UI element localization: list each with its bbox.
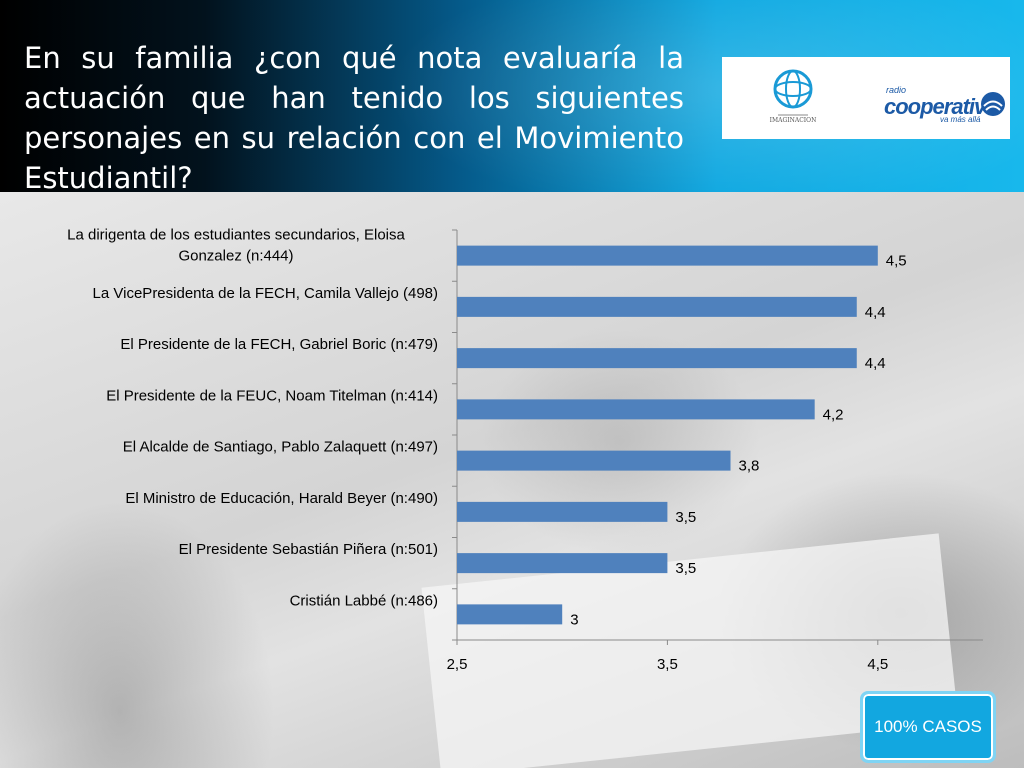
header-band: En su familia ¿con qué nota evaluaría la…: [0, 0, 1024, 192]
bars: [457, 245, 878, 625]
bar: [457, 399, 815, 420]
x-tick-label: 3,5: [657, 656, 678, 673]
bar: [457, 348, 857, 369]
bar-value-label: 3,5: [675, 560, 696, 577]
value-labels: 4,5 4,4 4,4 4,2 3,8 3,5 3,5 3: [570, 253, 906, 629]
logo-panel: IMAGINACION radio cooperativa va más all…: [722, 57, 1010, 139]
x-tick-label: 2,5: [447, 656, 468, 673]
category-label-line: Gonzalez (n:444): [178, 248, 293, 265]
bar: [457, 245, 878, 266]
x-tick-label: 4,5: [867, 656, 888, 673]
bar-value-label: 4,2: [823, 406, 844, 423]
bar-value-label: 4,5: [886, 253, 907, 270]
cooperativa-wave-icon: [981, 92, 1005, 116]
imaginacion-logo-text: IMAGINACION: [769, 117, 817, 124]
category-labels: La dirigenta de los estudiantes secundar…: [67, 227, 438, 610]
category-label: El Presidente de la FEUC, Noam Titelman …: [106, 387, 438, 404]
axes: [452, 229, 983, 645]
x-tick-labels: 2,5 3,5 4,5: [447, 656, 889, 673]
cooperativa-logo-text: cooperativa: [884, 94, 997, 119]
category-label: Cristián Labbé (n:486): [290, 592, 438, 609]
bar: [457, 450, 731, 471]
bar-value-label: 4,4: [865, 355, 886, 372]
bar: [457, 296, 857, 317]
category-label: El Ministro de Educación, Harald Beyer (…: [125, 490, 438, 507]
category-label: La VicePresidenta de la FECH, Camila Val…: [93, 285, 438, 302]
cooperativa-tagline: va más allá: [940, 115, 981, 124]
bar: [457, 553, 668, 574]
cases-badge: 100% CASOS: [860, 691, 996, 763]
bar-value-label: 3,8: [739, 458, 760, 475]
slide-title: En su familia ¿con qué nota evaluaría la…: [24, 41, 684, 192]
category-label: El Presidente de la FECH, Gabriel Boric …: [120, 336, 438, 353]
category-label-line: La dirigenta de los estudiantes secundar…: [67, 227, 405, 244]
bar-chart: La dirigenta de los estudiantes secundar…: [67, 227, 983, 673]
bar: [457, 604, 563, 625]
bar-value-label: 3: [570, 611, 578, 628]
imaginacion-logo-icon: [773, 69, 813, 116]
category-label: El Presidente Sebastián Piñera (n:501): [179, 541, 438, 558]
bar-value-label: 4,4: [865, 304, 886, 321]
category-label: El Alcalde de Santiago, Pablo Zalaquett …: [123, 439, 438, 456]
cooperativa-radio-text: radio: [886, 85, 907, 95]
bar-value-label: 3,5: [675, 509, 696, 526]
bar: [457, 501, 668, 522]
